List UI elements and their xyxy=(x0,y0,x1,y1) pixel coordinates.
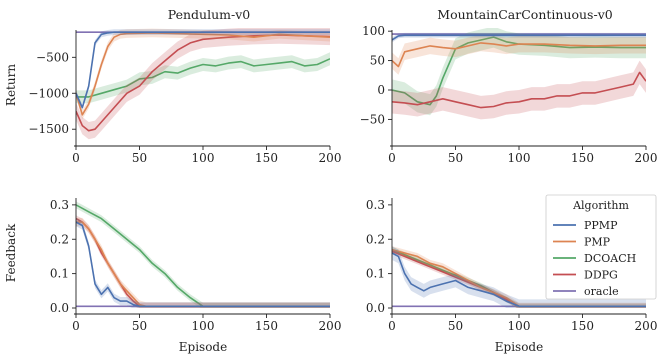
series-line-ppmp xyxy=(76,31,330,109)
legend-label: PMP xyxy=(584,236,611,249)
legend-item-pmp: PMP xyxy=(553,236,611,249)
legend-item-oracle: oracle xyxy=(553,285,619,298)
series-line-dcoach xyxy=(76,58,330,98)
plot-area xyxy=(392,28,646,120)
x-tick-label: 0 xyxy=(388,319,396,333)
y-tick-label: 0.2 xyxy=(366,232,385,246)
y-tick-label: 0.3 xyxy=(50,198,69,212)
x-tick-label: 200 xyxy=(635,151,658,165)
x-tick-label: 0 xyxy=(72,319,80,333)
series-line-dcoach xyxy=(392,36,646,106)
panel-title: Pendulum-v0 xyxy=(168,7,251,22)
band-ddpg xyxy=(392,60,646,120)
legend-item-ddpg: DDPG xyxy=(553,269,618,282)
legend-label: DCOACH xyxy=(584,252,636,265)
legend-label: PPMP xyxy=(584,219,618,232)
legend-item-ppmp: PPMP xyxy=(553,219,618,232)
legend-title: Algorithm xyxy=(572,199,629,212)
x-tick-label: 150 xyxy=(571,319,594,333)
x-axis-label: Episode xyxy=(179,340,227,354)
series-line-ppmp xyxy=(392,252,646,308)
legend-label: DDPG xyxy=(584,269,618,282)
series-line-pmp xyxy=(76,32,330,116)
legend-label: oracle xyxy=(584,285,619,298)
panel-2: 0 50 100 150 200 100 50 0 −50 MountainCarContinuo… xyxy=(360,7,658,165)
band-pmp xyxy=(76,28,330,120)
x-tick-label: 200 xyxy=(319,319,342,333)
panel-title: MountainCarContinuous-v0 xyxy=(437,7,612,22)
legend: Algorithm PPMP PMP DCOACH DDPG oracle xyxy=(545,194,657,300)
plot-area xyxy=(76,201,330,308)
y-tick-label: 0.2 xyxy=(50,232,69,246)
x-tick-label: 150 xyxy=(255,319,278,333)
series-line-dcoach xyxy=(76,204,330,308)
plot-area xyxy=(392,246,646,308)
y-axis-label: Return xyxy=(4,64,18,106)
series-line-ppmp xyxy=(392,34,646,41)
y-tick-label: −1000 xyxy=(28,86,69,100)
series-line-pmp xyxy=(392,42,646,68)
y-tick-label: 0.0 xyxy=(366,301,385,315)
band-ddpg xyxy=(76,28,330,140)
y-tick-label: 0.3 xyxy=(366,198,385,212)
series-line-ddpg xyxy=(392,71,646,109)
panel-1: 0 50 100 150 200 −500 −1000 −1500 Pendulum-v0 Ret… xyxy=(4,7,341,165)
panel-3: 0 50 100 150 200 0.0 0.1 0.2 0.3 Feedback Episode xyxy=(4,198,341,354)
series-line-pmp xyxy=(76,221,330,308)
x-tick-label: 50 xyxy=(132,151,147,165)
y-tick-label: 100 xyxy=(362,24,385,38)
x-tick-label: 150 xyxy=(571,151,594,165)
x-tick-label: 50 xyxy=(448,319,463,333)
x-tick-label: 100 xyxy=(508,151,531,165)
band-pmp xyxy=(392,34,646,75)
panel-4: 0 50 100 150 200 0.0 0.1 0.2 0.3 Episode xyxy=(366,198,658,354)
x-tick-label: 50 xyxy=(448,151,463,165)
band-ppmp xyxy=(392,246,646,308)
x-tick-label: 100 xyxy=(192,319,215,333)
plot-area xyxy=(76,28,330,140)
x-tick-label: 200 xyxy=(319,151,342,165)
y-tick-label: 0.1 xyxy=(366,267,385,281)
band-dcoach xyxy=(76,201,330,308)
series-line-ppmp xyxy=(76,221,330,308)
x-tick-label: 100 xyxy=(192,151,215,165)
x-tick-label: 200 xyxy=(635,319,658,333)
y-tick-label: −1500 xyxy=(28,122,69,136)
y-tick-label: 50 xyxy=(370,54,385,68)
y-tick-label: 0.0 xyxy=(50,301,69,315)
x-tick-label: 100 xyxy=(508,319,531,333)
x-tick-label: 50 xyxy=(132,319,147,333)
y-axis-label: Feedback xyxy=(4,223,18,282)
y-tick-label: 0 xyxy=(377,83,385,97)
y-tick-label: 0.1 xyxy=(50,267,69,281)
band-dcoach xyxy=(76,52,330,104)
x-tick-label: 0 xyxy=(388,151,396,165)
legend-frame xyxy=(545,194,657,300)
series-line-ddpg xyxy=(76,34,330,132)
y-tick-label: −50 xyxy=(360,112,385,126)
x-tick-label: 150 xyxy=(255,151,278,165)
y-tick-label: −500 xyxy=(36,50,69,64)
x-axis-label: Episode xyxy=(495,340,543,354)
x-tick-label: 0 xyxy=(72,151,80,165)
legend-item-dcoach: DCOACH xyxy=(553,252,636,265)
